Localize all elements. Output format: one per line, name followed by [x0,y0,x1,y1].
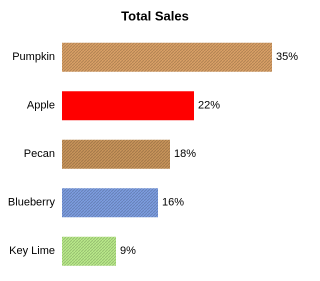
bar [62,91,194,121]
bar-texture [62,42,272,72]
bar-texture [62,188,158,218]
value-label: 35% [276,51,298,63]
bar-texture [62,139,170,169]
category-label: Pecan [24,148,55,160]
category-label: Key Lime [9,245,55,257]
category-label: Apple [27,100,55,112]
value-label: 16% [162,197,184,209]
value-label: 9% [120,245,136,257]
value-label: 22% [198,100,220,112]
chart: Total Sales Pumpkin 35% Apple 22% Pecan 18% Bl… [7,8,299,266]
bar-texture [62,236,116,266]
category-label: Pumpkin [12,51,55,63]
value-label: 18% [174,148,196,160]
category-label: Blueberry [8,197,56,209]
chart-title: Total Sales [121,8,189,23]
